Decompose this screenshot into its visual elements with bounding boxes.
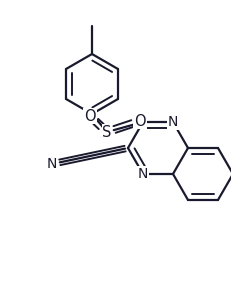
Text: N: N	[138, 167, 148, 181]
Text: O: O	[84, 108, 96, 124]
Text: N: N	[47, 157, 57, 171]
Text: O: O	[134, 114, 146, 128]
Text: N: N	[168, 115, 178, 129]
Text: S: S	[102, 124, 112, 139]
